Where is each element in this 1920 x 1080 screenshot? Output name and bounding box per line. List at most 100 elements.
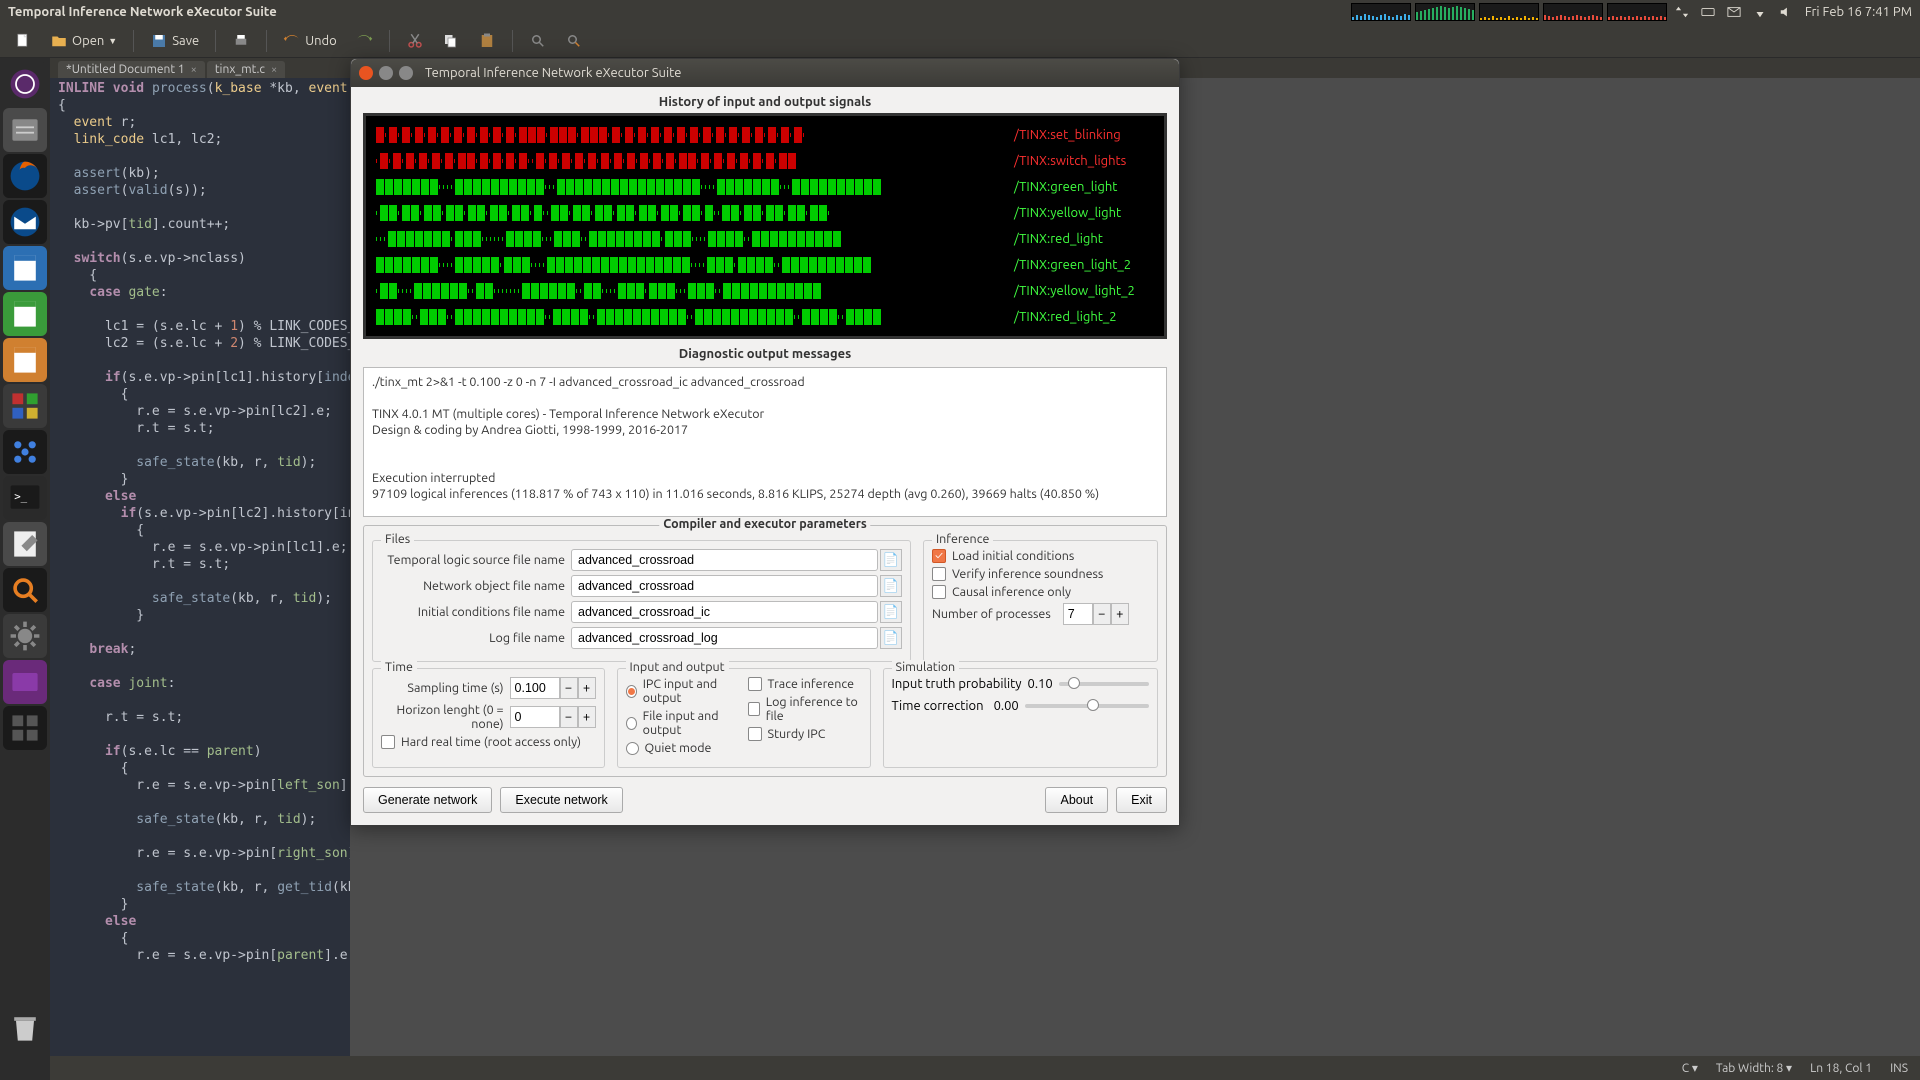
execute-button[interactable]: Execute network xyxy=(500,787,622,813)
button-row: Generate network Execute network About E… xyxy=(363,787,1167,813)
trash-icon[interactable] xyxy=(3,1006,47,1050)
launcher-thunderbird[interactable] xyxy=(3,200,47,244)
time-group: Time Sampling time (s)−+ Horizon lenght … xyxy=(372,668,605,768)
window-minimize-button[interactable] xyxy=(379,66,393,80)
unity-launcher: >_ xyxy=(0,58,50,1080)
editor-tab[interactable]: *Untitled Document 1× xyxy=(58,61,205,78)
tab-close-icon[interactable]: × xyxy=(271,64,277,76)
launcher-blue[interactable] xyxy=(3,430,47,474)
open-button[interactable]: Open ▼ xyxy=(44,28,123,54)
verify-checkbox[interactable]: Verify inference soundness xyxy=(932,567,1149,581)
signal-label: /TINX:yellow_light xyxy=(1014,206,1154,220)
editor-statusbar: C ▾ Tab Width: 8 ▾ Ln 18, Col 1 INS xyxy=(50,1056,1920,1080)
signal-label: /TINX:green_light xyxy=(1014,180,1154,194)
trace-checkbox[interactable]: Trace inference xyxy=(748,677,862,691)
svg-text:>_: >_ xyxy=(14,490,27,503)
window-title: Temporal Inference Network eXecutor Suit… xyxy=(425,66,681,80)
tab-close-icon[interactable]: × xyxy=(191,64,197,76)
sampling-spinner[interactable]: −+ xyxy=(510,677,596,699)
signal-row: /TINX:yellow_light_2 xyxy=(376,278,1154,304)
find-button[interactable] xyxy=(523,28,553,54)
launcher-expo[interactable] xyxy=(3,706,47,750)
nproc-spinner[interactable]: −+ xyxy=(1063,603,1129,625)
volume-icon[interactable] xyxy=(1779,5,1793,19)
network-icon[interactable] xyxy=(1753,5,1767,19)
window-close-button[interactable] xyxy=(359,66,373,80)
copy-button[interactable] xyxy=(436,28,466,54)
new-button[interactable] xyxy=(8,28,38,54)
signal-label: /TINX:switch_lights xyxy=(1014,154,1154,168)
app-title: Temporal Inference Network eXecutor Suit… xyxy=(8,5,277,19)
signal-label: /TINX:red_light_2 xyxy=(1014,310,1154,324)
signal-row: /TINX:red_light_2 xyxy=(376,304,1154,330)
parameters-panel: Compiler and executor parameters Files T… xyxy=(363,525,1167,777)
tc-slider[interactable]: Time correction 0.00 xyxy=(892,699,1149,713)
sturdy-checkbox[interactable]: Sturdy IPC xyxy=(748,727,862,741)
horizon-spinner[interactable]: −+ xyxy=(510,706,596,728)
launcher-purple[interactable] xyxy=(3,660,47,704)
keyboard-icon[interactable] xyxy=(1701,5,1715,19)
status-lang[interactable]: C ▾ xyxy=(1682,1061,1698,1075)
print-button[interactable] xyxy=(226,28,256,54)
mail-icon[interactable] xyxy=(1727,5,1741,19)
hardrt-checkbox[interactable]: Hard real time (root access only) xyxy=(381,735,596,749)
save-button[interactable]: Save xyxy=(144,28,205,54)
clock[interactable]: Fri Feb 16 7:41 PM xyxy=(1805,5,1912,19)
cut-button[interactable] xyxy=(400,28,430,54)
launcher-firefox[interactable] xyxy=(3,154,47,198)
about-button[interactable]: About xyxy=(1045,787,1108,813)
code-editor[interactable]: INLINE void process(k_base *kb, event s,… xyxy=(50,78,350,1056)
signal-row: /TINX:yellow_light xyxy=(376,200,1154,226)
signal-label: /TINX:yellow_light_2 xyxy=(1014,284,1154,298)
launcher-search[interactable] xyxy=(3,568,47,612)
window-maximize-button[interactable] xyxy=(399,66,413,80)
launcher-dash[interactable] xyxy=(3,62,47,106)
signal-label: /TINX:green_light_2 xyxy=(1014,258,1154,272)
launcher-winbricks[interactable] xyxy=(3,384,47,428)
signal-row: /TINX:red_light xyxy=(376,226,1154,252)
source-file-input[interactable] xyxy=(571,549,878,571)
editor-toolbar: Open ▼ Save Undo xyxy=(0,24,1920,58)
object-file-input[interactable] xyxy=(571,575,878,597)
ipc-radio[interactable]: IPC input and output xyxy=(626,677,740,705)
prob-slider[interactable]: Input truth probability 0.10 xyxy=(892,677,1149,691)
status-position: Ln 18, Col 1 xyxy=(1810,1062,1872,1075)
paste-button[interactable] xyxy=(472,28,502,54)
editor-tab[interactable]: tinx_mt.c× xyxy=(207,61,285,78)
log-browse-button[interactable]: 📄 xyxy=(880,627,902,649)
file-radio[interactable]: File input and output xyxy=(626,709,740,737)
diagnostic-output[interactable]: ./tinx_mt 2>&1 -t 0.100 -z 0 -n 7 -I adv… xyxy=(363,367,1167,517)
signal-row: /TINX:set_blinking xyxy=(376,122,1154,148)
status-tabwidth[interactable]: Tab Width: 8 ▾ xyxy=(1716,1061,1792,1075)
object-browse-button[interactable]: 📄 xyxy=(880,575,902,597)
signal-label: /TINX:red_light xyxy=(1014,232,1154,246)
ic-file-input[interactable] xyxy=(571,601,878,623)
window-titlebar[interactable]: Temporal Inference Network eXecutor Suit… xyxy=(351,59,1179,87)
undo-button[interactable]: Undo xyxy=(277,28,343,54)
launcher-writer[interactable] xyxy=(3,246,47,290)
source-browse-button[interactable]: 📄 xyxy=(880,549,902,571)
launcher-files[interactable] xyxy=(3,108,47,152)
launcher-gedit[interactable] xyxy=(3,522,47,566)
system-tray: Fri Feb 16 7:41 PM xyxy=(1675,5,1912,19)
log-file-input[interactable] xyxy=(571,627,878,649)
signal-row: /TINX:green_light_2 xyxy=(376,252,1154,278)
causal-checkbox[interactable]: Causal inference only xyxy=(932,585,1149,599)
exit-button[interactable]: Exit xyxy=(1116,787,1167,813)
launcher-terminal[interactable]: >_ xyxy=(3,476,47,520)
quiet-radio[interactable]: Quiet mode xyxy=(626,741,740,755)
ic-browse-button[interactable]: 📄 xyxy=(880,601,902,623)
generate-button[interactable]: Generate network xyxy=(363,787,492,813)
replace-button[interactable] xyxy=(559,28,589,54)
redo-button[interactable] xyxy=(349,28,379,54)
inference-group: Inference Load initial conditions Verify… xyxy=(923,540,1158,662)
system-monitor-graphs[interactable] xyxy=(1351,3,1667,21)
load-ic-checkbox[interactable]: Load initial conditions xyxy=(932,549,1149,563)
params-legend: Compiler and executor parameters xyxy=(659,517,870,531)
launcher-impress[interactable] xyxy=(3,338,47,382)
loginf-checkbox[interactable]: Log inference to file xyxy=(748,695,862,723)
signal-history: /TINX:set_blinking/TINX:switch_lights/TI… xyxy=(363,113,1167,339)
updown-icon[interactable] xyxy=(1675,5,1689,19)
launcher-settings[interactable] xyxy=(3,614,47,658)
launcher-calc[interactable] xyxy=(3,292,47,336)
